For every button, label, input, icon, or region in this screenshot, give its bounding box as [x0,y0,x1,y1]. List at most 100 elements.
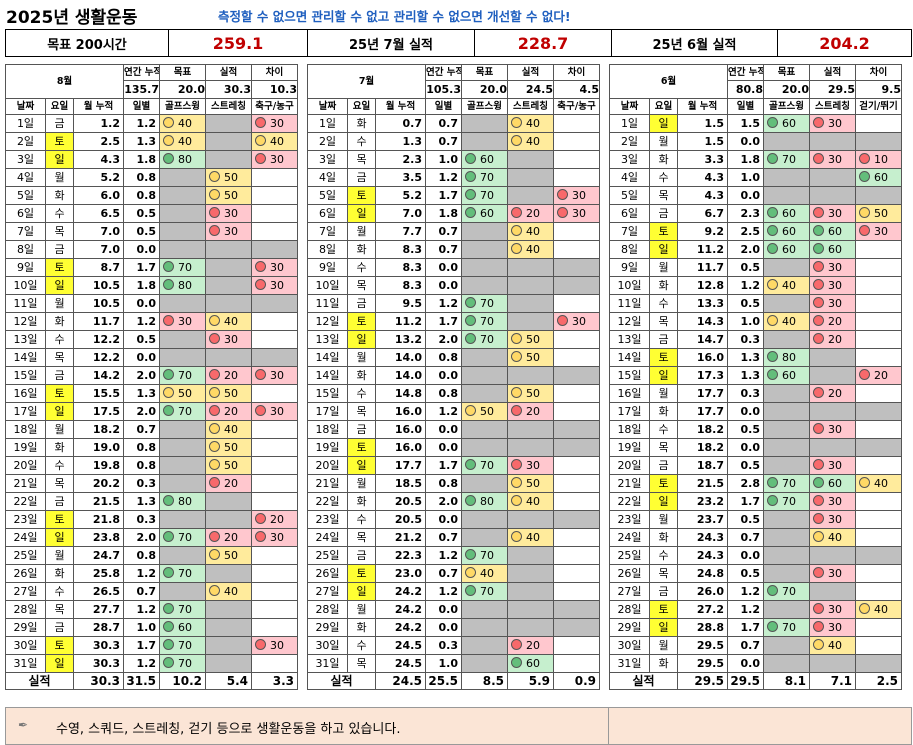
minutes-value: 40 [782,278,796,292]
daily-total: 1.2 [425,168,462,187]
extra-cell: 60 [855,168,902,187]
stretch-cell [205,132,252,151]
day-date: 28일 [5,600,46,619]
day-date: 26일 [5,564,46,583]
daily-total: 0.7 [123,420,160,439]
status-dot-icon [511,242,522,254]
stretch-cell: 30 [809,618,856,637]
diff-value: 9.5 [855,80,902,99]
annual-value: 80.8 [727,80,764,99]
month-cumulative: 5.2 [73,168,124,187]
minutes-value: 30 [270,368,284,382]
month-cumulative: 9.5 [375,294,426,313]
extra-cell [553,114,600,133]
extra-cell [855,564,902,583]
minutes-value: 70 [782,494,796,508]
day-date: 26일 [609,564,650,583]
minutes-value: 40 [526,134,540,148]
stretch-cell: 40 [809,636,856,655]
minutes-value: 30 [224,206,238,220]
minutes-value: 30 [224,224,238,238]
col-header-dow: 요일 [649,98,678,115]
day-date: 12일 [5,312,46,331]
extra-cell [553,168,600,187]
extra-cell [855,546,902,565]
day-row: 31일 목 24.5 1.0 60 [307,654,600,673]
day-row: 4일 월 5.2 0.8 50 [5,168,298,187]
diff-label: 차이 [251,64,298,81]
day-date: 23일 [307,510,348,529]
extra-cell [855,528,902,547]
day-date: 25일 [5,546,46,565]
minutes-value: 50 [526,350,540,364]
stretch-cell [809,186,856,205]
minutes-value: 30 [572,188,586,202]
status-dot-icon [511,134,522,146]
month-cumulative: 5.2 [375,186,426,205]
daily-total: 1.7 [727,492,764,511]
day-date: 18일 [307,420,348,439]
day-of-week: 목 [347,150,376,169]
stretch-cell: 50 [507,348,554,367]
month-cumulative: 8.3 [375,258,426,277]
day-of-week: 수 [45,582,74,601]
day-row: 2일 월 1.5 0.0 [609,132,902,151]
month-cumulative: 11.7 [677,258,728,277]
day-row: 27일 수 26.5 0.7 40 [5,582,298,601]
status-dot-icon [859,224,870,236]
annual-label: 연간 누적 [123,64,160,81]
golf-cell [461,348,508,367]
minutes-value: 70 [178,656,192,670]
annual-label: 연간 누적 [727,64,764,81]
month-cumulative: 30.3 [73,654,124,673]
minutes-value: 30 [828,422,842,436]
status-dot-icon [465,188,476,200]
day-row: 23일 수 20.5 0.0 [307,510,600,529]
daily-total: 0.0 [123,348,160,367]
daily-total: 0.7 [425,114,462,133]
day-date: 28일 [609,600,650,619]
extra-cell [553,366,600,385]
summary-label: 25년 6월 실적 [611,29,778,57]
day-date: 21일 [609,474,650,493]
status-dot-icon [255,116,266,128]
minutes-value: 60 [178,620,192,634]
daily-total: 0.0 [425,276,462,295]
month-cumulative: 27.2 [677,600,728,619]
golf-cell [763,402,810,421]
month-cumulative: 10.5 [73,276,124,295]
extra-cell [855,492,902,511]
golf-cell: 70 [159,654,206,673]
day-date: 4일 [609,168,650,187]
minutes-value: 60 [828,224,842,238]
extra-cell [553,600,600,619]
day-of-week: 목 [347,402,376,421]
stretch-cell: 20 [205,366,252,385]
stretch-cell [507,294,554,313]
extra-cell: 30 [251,276,298,295]
status-dot-icon [209,314,220,326]
month-cumulative: 7.0 [375,204,426,223]
daily-total: 0.0 [727,132,764,151]
day-row: 14일 화 14.0 0.0 [307,366,600,385]
status-dot-icon [163,314,174,326]
status-dot-icon [163,278,174,290]
daily-total: 1.7 [727,618,764,637]
month-cumulative: 11.2 [375,312,426,331]
day-date: 5일 [609,186,650,205]
minutes-value: 70 [782,584,796,598]
extra-cell [553,276,600,295]
day-row: 19일 토 16.0 0.0 [307,438,600,457]
extra-cell [553,654,600,673]
summary-label: 25년 7월 실적 [307,29,475,57]
minutes-value: 30 [270,116,284,130]
month-table-1: 7월 연간 누적 목표 실적 차이 105.3 20.0 24.5 4.5 날짜 요일 월 누적 일별 골… [307,64,600,690]
stretch-cell: 50 [205,546,252,565]
day-row: 25일 금 22.3 1.2 70 [307,546,600,565]
day-row: 26일 화 25.8 1.2 70 [5,564,298,583]
extra-cell: 30 [251,528,298,547]
day-row: 1일 금 1.2 1.2 40 30 [5,114,298,133]
extra-cell [251,348,298,367]
day-of-week: 토 [649,222,678,241]
day-of-week: 일 [649,240,678,259]
